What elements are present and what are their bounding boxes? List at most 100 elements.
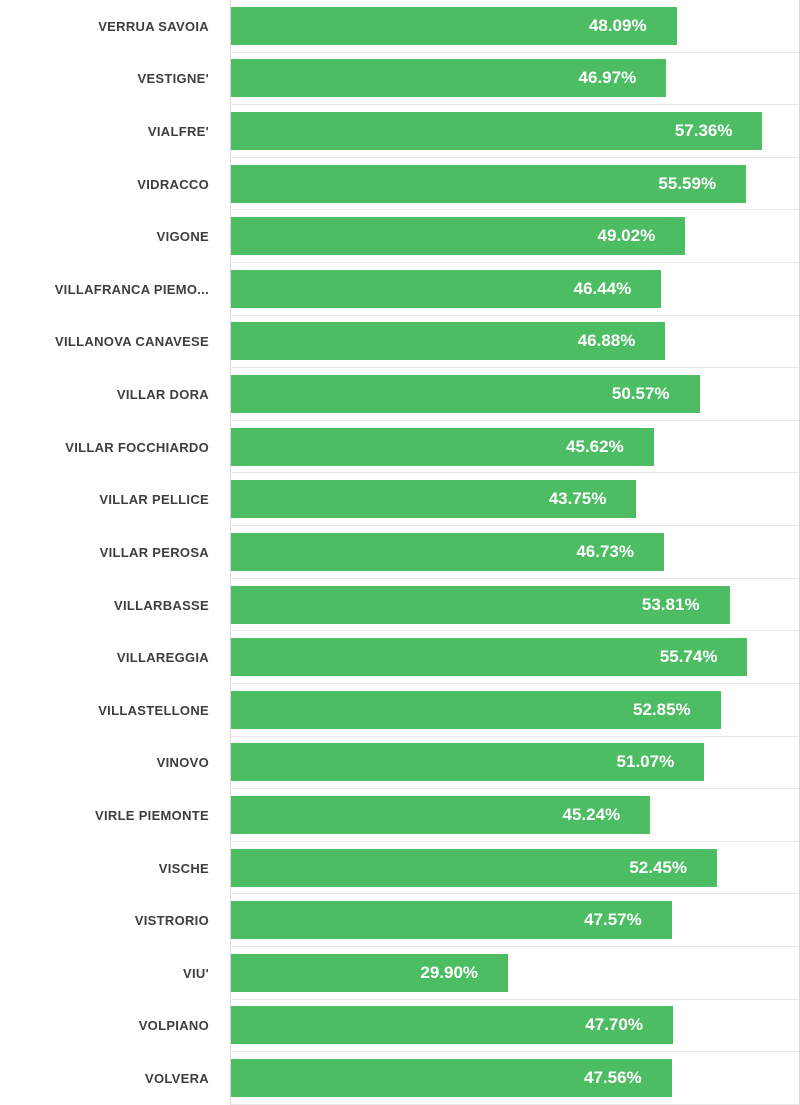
category-label: VILLASTELLONE (98, 702, 209, 718)
value-label: 50.57% (611, 384, 670, 404)
plot-area: 55.74% (230, 631, 800, 684)
plot-area: 47.57% (230, 894, 800, 947)
category-label: VILLAR DORA (116, 387, 209, 403)
value-label: 45.62% (566, 436, 624, 456)
bar-row: VIU' 29.90% (0, 946, 800, 1000)
value-label: 47.57% (584, 910, 642, 930)
category-label: VISTRORIO (134, 913, 209, 929)
bar[interactable]: 43.75% (231, 480, 637, 519)
plot-area: 45.24% (230, 789, 800, 842)
bar[interactable]: 47.70% (231, 1006, 673, 1045)
value-label: 46.88% (577, 331, 636, 351)
value-label: 47.56% (584, 1067, 642, 1087)
value-label: 46.73% (576, 541, 634, 561)
bar[interactable]: 52.45% (231, 848, 717, 887)
plot-area: 48.09% (230, 0, 800, 53)
bar[interactable]: 51.07% (231, 743, 705, 782)
bar-row: VILLARBASSE 53.81% (0, 578, 800, 632)
value-label: 45.24% (562, 804, 621, 824)
value-label: 48.09% (588, 15, 647, 35)
plot-area: 52.85% (230, 683, 800, 737)
bar-row: VINOVO 51.07% (0, 736, 800, 790)
category-label: VILLAREGGIA (116, 650, 209, 666)
category-label: VIDRACCO (137, 176, 209, 192)
bar[interactable]: 45.62% (231, 427, 654, 466)
bar[interactable]: 50.57% (231, 375, 700, 414)
category-label: VILLAR PEROSA (99, 544, 209, 560)
bar[interactable]: 55.74% (231, 638, 748, 677)
category-label: VIU' (183, 965, 209, 981)
value-label: 46.97% (578, 68, 637, 88)
category-label: VILLAR FOCCHIARDO (65, 439, 209, 455)
bar-row: VOLPIANO 47.70% (0, 999, 800, 1053)
category-label: VERRUA SAVOIA (98, 18, 209, 34)
category-label: VIALFRE' (147, 124, 209, 140)
plot-area: 47.70% (230, 999, 800, 1053)
bar-row: VISCHE 52.45% (0, 841, 800, 895)
category-label: VILLAR PELLICE (99, 492, 209, 508)
bar[interactable]: 46.73% (231, 532, 664, 571)
bar[interactable]: 52.85% (231, 690, 721, 729)
category-label: VOLPIANO (138, 1018, 209, 1034)
bar[interactable]: 46.88% (231, 322, 666, 361)
category-label: VOLVERA (145, 1070, 209, 1086)
bar[interactable]: 49.02% (231, 217, 686, 256)
bar-row: VIALFRE' 57.36% (0, 105, 800, 158)
bar-row: VIGONE 49.02% (0, 210, 800, 264)
value-label: 46.44% (573, 278, 632, 298)
category-label: VIGONE (156, 229, 209, 245)
bar-row: VILLAR DORA 50.57% (0, 368, 800, 421)
plot-area: 47.56% (230, 1052, 800, 1105)
bar-row: VERRUA SAVOIA 48.09% (0, 0, 800, 53)
bar-row: VISTRORIO 47.57% (0, 894, 800, 947)
value-label: 55.59% (658, 173, 717, 193)
bar-row: VILLAFRANCA PIEMO... 46.44% (0, 263, 800, 316)
bar[interactable]: 47.56% (231, 1058, 672, 1097)
value-label: 52.45% (629, 857, 687, 877)
bar-row: VIRLE PIEMONTE 45.24% (0, 789, 800, 842)
bar[interactable]: 57.36% (231, 112, 763, 151)
plot-area: 45.62% (230, 420, 800, 474)
bar-row: VILLAR PEROSA 46.73% (0, 526, 800, 579)
bar[interactable]: 29.90% (231, 953, 509, 992)
value-label: 55.74% (659, 647, 718, 667)
plot-area: 46.97% (230, 52, 800, 106)
bar-row: VILLAREGGIA 55.74% (0, 631, 800, 684)
category-label: VIRLE PIEMONTE (95, 807, 209, 823)
plot-area: 52.45% (230, 841, 800, 895)
plot-area: 46.73% (230, 526, 800, 579)
plot-area: 51.07% (230, 736, 800, 790)
bar[interactable]: 46.97% (231, 59, 667, 98)
plot-area: 57.36% (230, 105, 800, 158)
category-label: VILLAFRANCA PIEMO... (54, 281, 209, 297)
value-label: 43.75% (548, 489, 607, 509)
value-label: 49.02% (597, 226, 656, 246)
bar[interactable]: 46.44% (231, 269, 662, 308)
bar[interactable]: 53.81% (231, 585, 730, 624)
value-label: 51.07% (616, 752, 675, 772)
bar-row: VILLAR PELLICE 43.75% (0, 473, 800, 527)
bar[interactable]: 47.57% (231, 901, 672, 940)
bar[interactable]: 48.09% (231, 6, 677, 45)
plot-area: 53.81% (230, 578, 800, 632)
value-label: 53.81% (641, 594, 700, 614)
category-label: VINOVO (156, 755, 209, 771)
plot-area: 43.75% (230, 473, 800, 527)
category-label: VESTIGNE' (137, 71, 209, 87)
value-label: 29.90% (420, 962, 479, 982)
plot-area: 46.88% (230, 315, 800, 369)
plot-area: 46.44% (230, 263, 800, 316)
bar-row: VOLVERA 47.56% (0, 1052, 800, 1105)
category-label: VILLANOVA CANAVESE (55, 334, 209, 350)
bar-row: VESTIGNE' 46.97% (0, 52, 800, 106)
category-label: VISCHE (158, 860, 209, 876)
bar[interactable]: 45.24% (231, 795, 651, 834)
plot-area: 29.90% (230, 946, 800, 1000)
value-label: 57.36% (674, 121, 733, 141)
value-label: 52.85% (633, 699, 691, 719)
bar-row: VIDRACCO 55.59% (0, 157, 800, 211)
plot-area: 50.57% (230, 368, 800, 421)
bar[interactable]: 55.59% (231, 164, 747, 203)
category-label: VILLARBASSE (113, 597, 209, 613)
